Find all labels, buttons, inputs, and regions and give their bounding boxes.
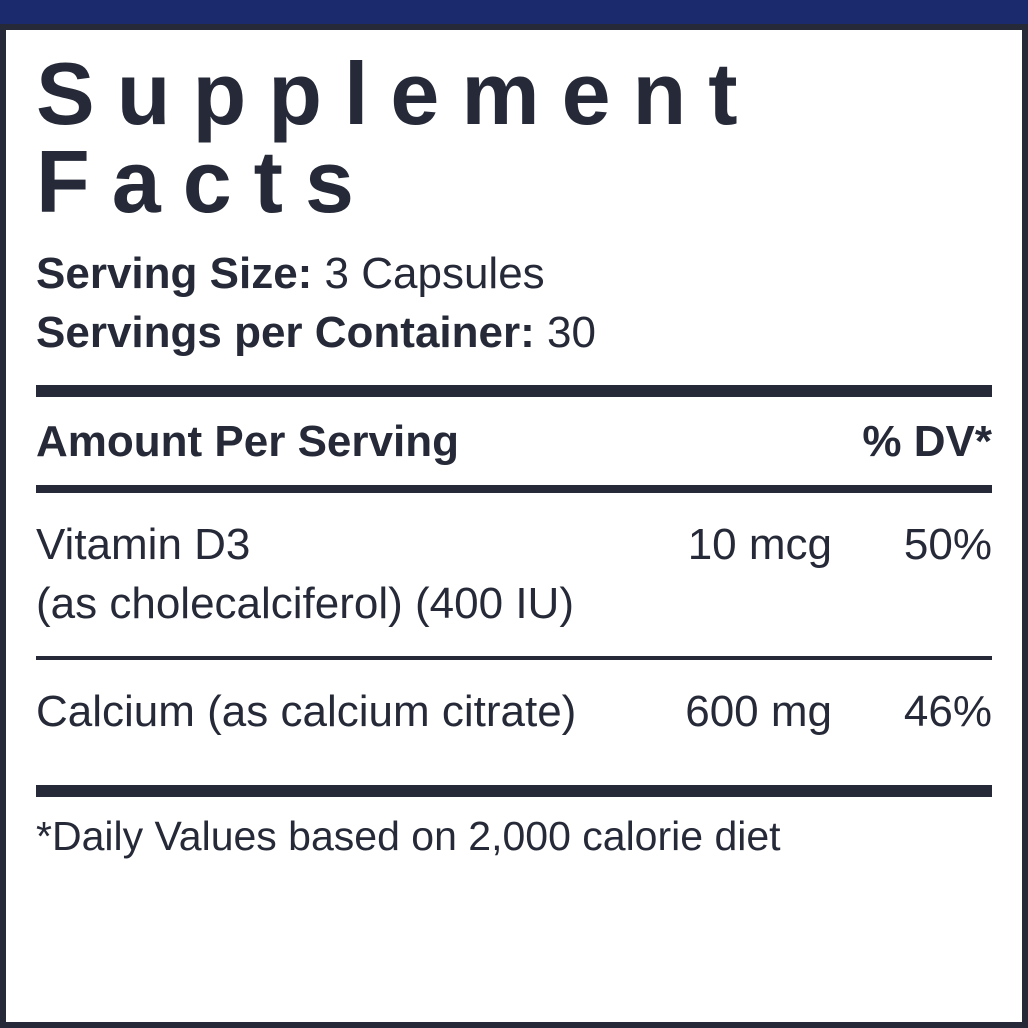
nutrient-amount: 10 mcg [602,515,832,574]
nutrient-dv: 46% [832,682,992,741]
nutrient-name-line1: Calcium (as calcium citrate) [36,682,602,741]
top-band: Supplement Facts Serving Size: 3 Capsule… [0,0,1028,1028]
supplement-facts-panel: Supplement Facts Serving Size: 3 Capsule… [0,24,1028,1028]
nutrient-name-line2: (as cholecalciferol) (400 IU) [36,574,602,633]
servings-per-container-line: Servings per Container: 30 [36,303,992,362]
header-row: Amount Per Serving % DV* [36,397,992,485]
rule-medium-1 [36,485,992,493]
servings-per-container-value: 30 [547,308,596,357]
nutrient-row: Calcium (as calcium citrate) 600 mg 46% [36,660,992,763]
serving-size-line: Serving Size: 3 Capsules [36,244,992,303]
serving-size-label: Serving Size: [36,249,312,298]
rule-thick-1 [36,385,992,397]
header-dv: % DV* [862,417,992,467]
nutrient-row: Vitamin D3 (as cholecalciferol) (400 IU)… [36,493,992,656]
panel-title: Supplement Facts [36,50,992,226]
nutrient-dv: 50% [832,515,992,574]
serving-size-value: 3 Capsules [325,249,545,298]
rule-thick-2 [36,785,992,797]
servings-per-container-label: Servings per Container: [36,308,535,357]
footnote: *Daily Values based on 2,000 calorie die… [36,797,992,860]
nutrient-name: Calcium (as calcium citrate) [36,682,602,741]
header-amount: Amount Per Serving [36,417,459,467]
nutrient-amount: 600 mg [602,682,832,741]
nutrient-name-line1: Vitamin D3 [36,515,602,574]
nutrient-name: Vitamin D3 (as cholecalciferol) (400 IU) [36,515,602,634]
